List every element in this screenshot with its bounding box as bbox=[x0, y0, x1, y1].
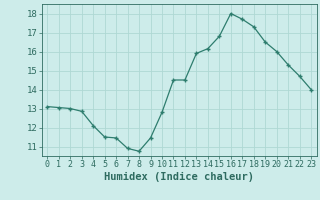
X-axis label: Humidex (Indice chaleur): Humidex (Indice chaleur) bbox=[104, 172, 254, 182]
